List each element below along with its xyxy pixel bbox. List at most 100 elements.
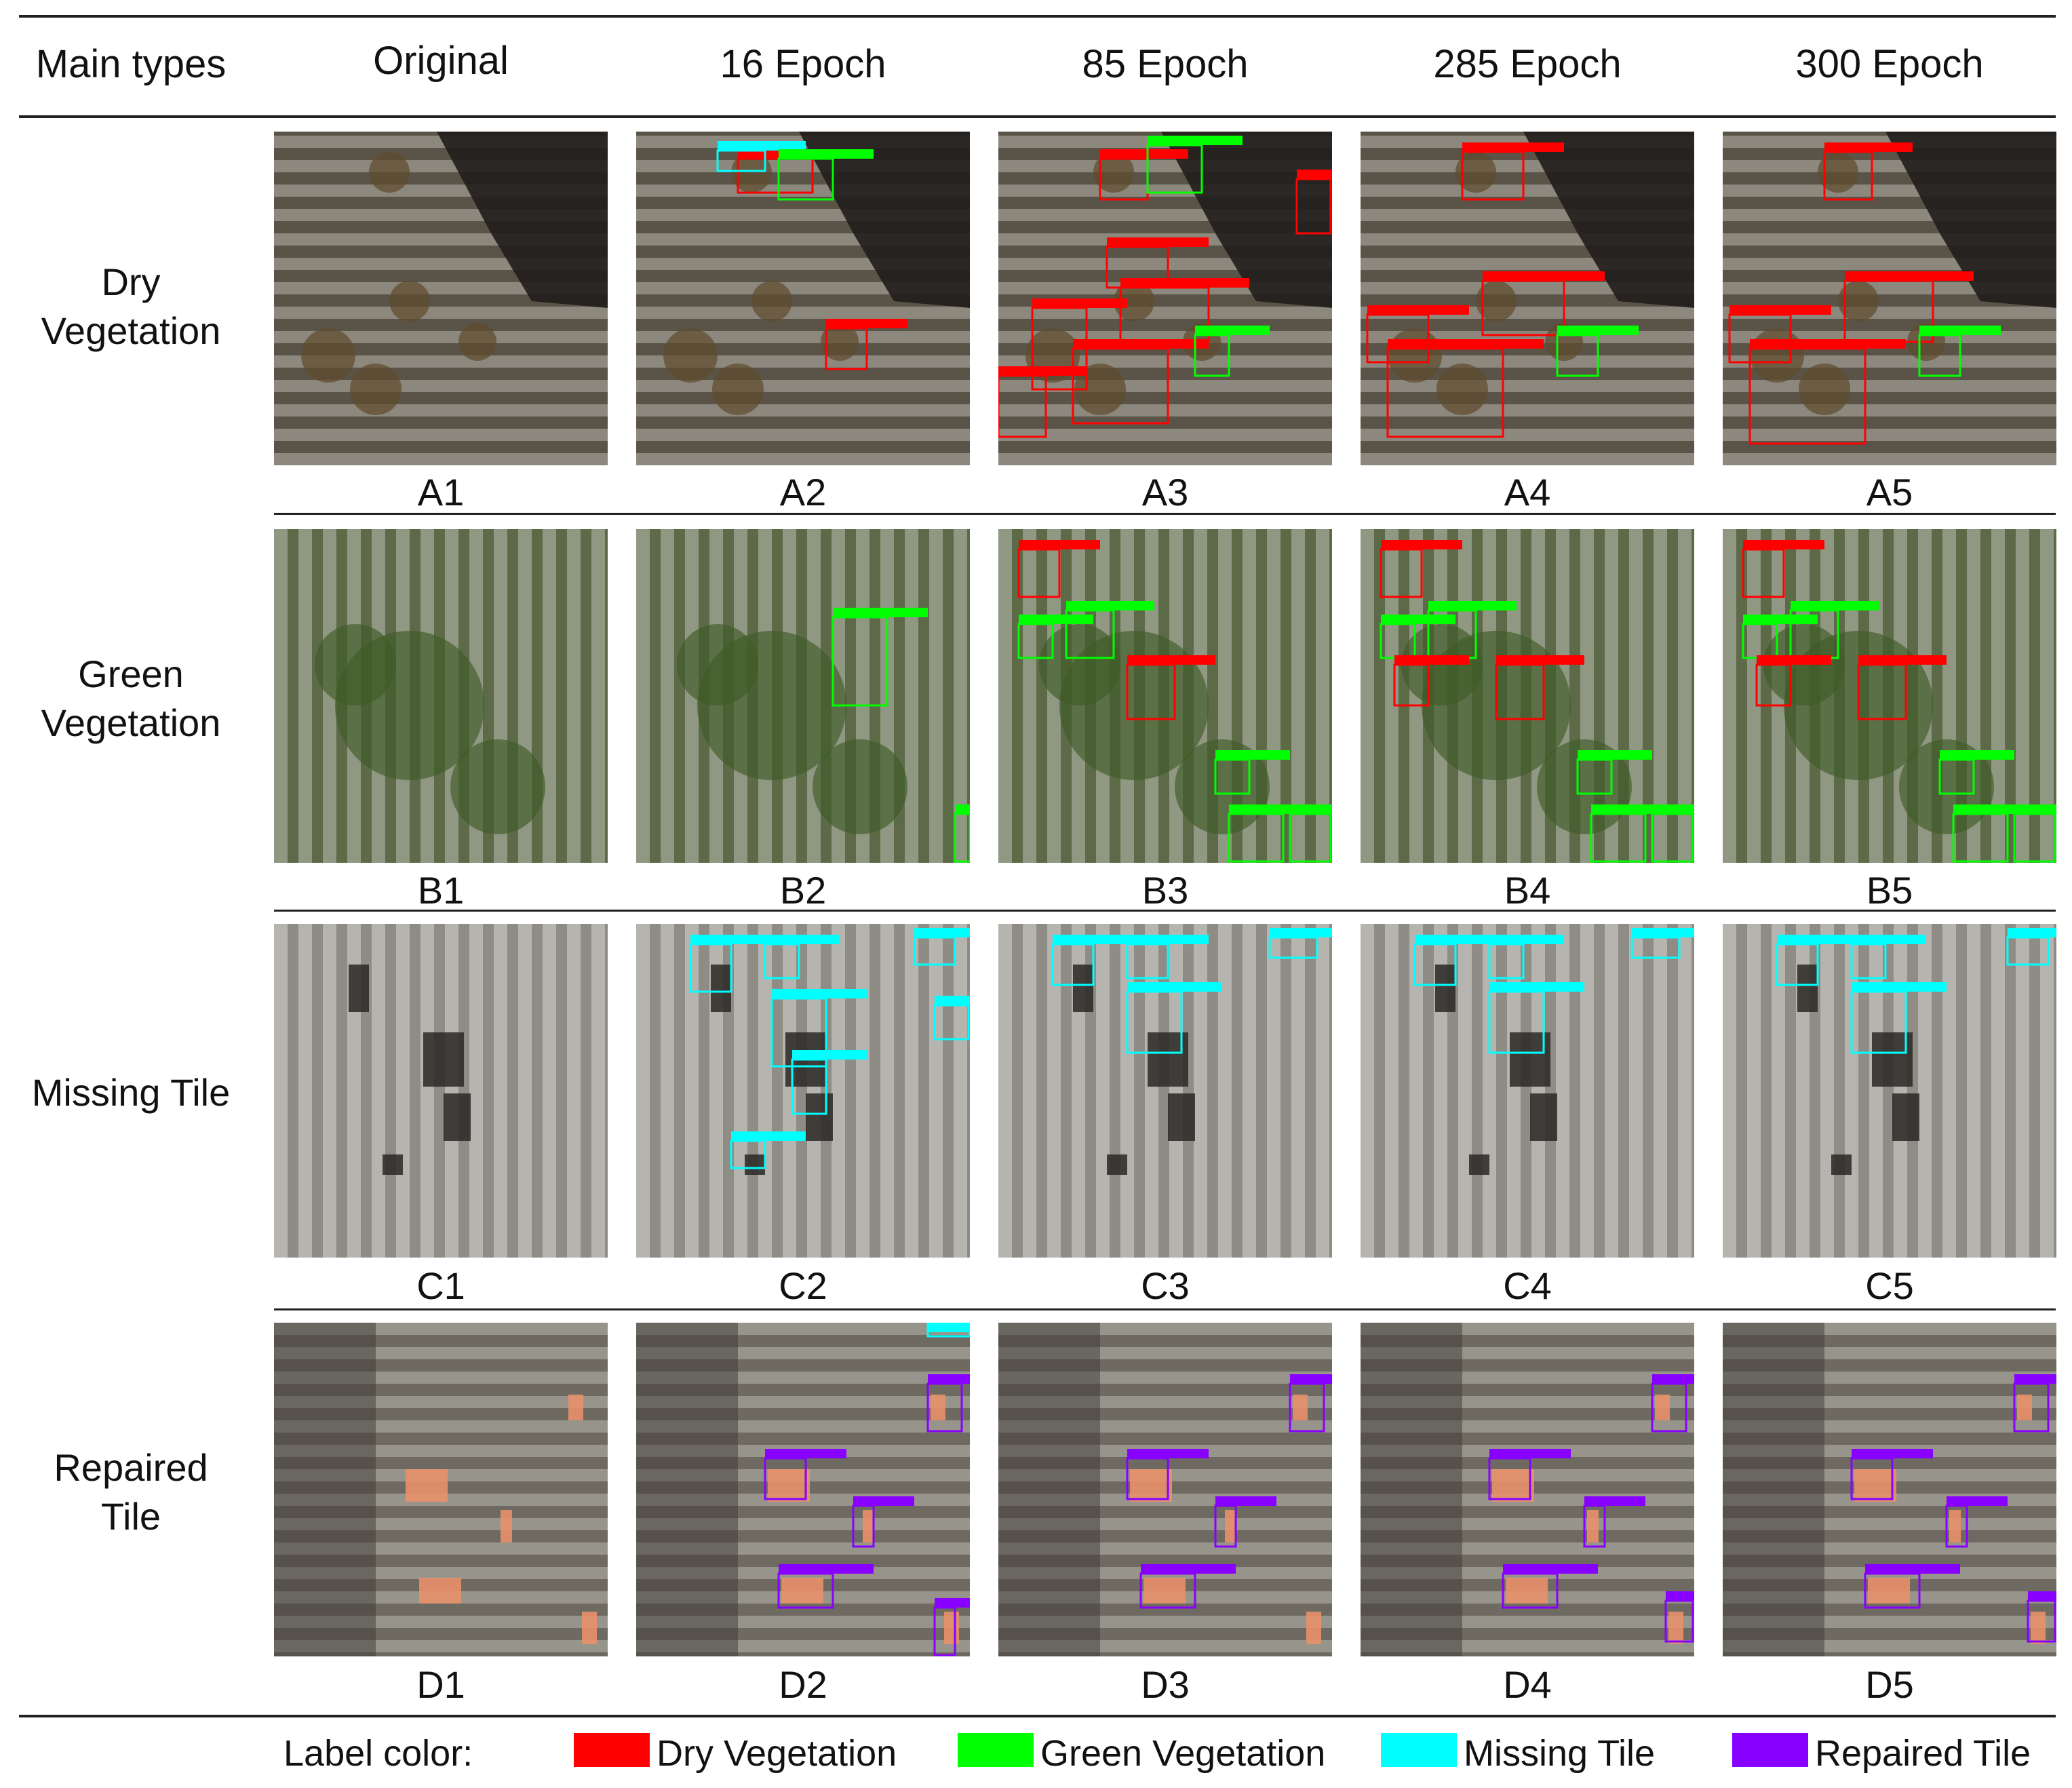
detection-box-missing [933, 996, 970, 1041]
caption-d1: D1 [416, 1663, 465, 1706]
detection-box-missing [1776, 935, 1858, 986]
detection-box-dry [1823, 142, 1913, 201]
photo-canvas [274, 132, 608, 465]
detection-box-green [1017, 615, 1093, 659]
caption-a4: A4 [1504, 471, 1551, 513]
caption-d3: D3 [1141, 1663, 1190, 1706]
image-c3 [998, 924, 1332, 1258]
image-a4 [1361, 132, 1694, 465]
legend-label-green: Green Vegetation [1040, 1733, 1326, 1774]
legend-title: Label color: [284, 1733, 473, 1774]
photo-canvas [274, 529, 608, 863]
detection-box-missing [1051, 935, 1134, 986]
legend-label-repaired: Repaired Tile [1815, 1733, 2031, 1774]
header-col-1: Original [373, 39, 509, 83]
detection-box-dry [1728, 305, 1831, 364]
detection-box-missing [1126, 982, 1222, 1054]
row-separator-b [274, 910, 2056, 912]
caption-c5: C5 [1865, 1264, 1914, 1307]
photo-canvas [1723, 529, 2056, 863]
photo-canvas [998, 132, 1332, 465]
legend-label-dry: Dry Vegetation [657, 1733, 897, 1774]
detection-box-missing [926, 1323, 970, 1338]
detection-box-missing [730, 1131, 806, 1169]
photo-canvas [274, 1323, 608, 1656]
photo-canvas [998, 529, 1332, 863]
image-c5 [1723, 924, 2056, 1258]
detection-box-green [1065, 601, 1154, 659]
detection-box-dry [1017, 540, 1100, 598]
photo-canvas [1723, 1323, 2056, 1656]
detection-box-dry [1481, 271, 1605, 336]
row-label-line1: Green [78, 653, 184, 695]
detection-box-repaired [1126, 1449, 1209, 1500]
detection-box-repaired [2027, 1591, 2056, 1643]
detection-box-green [1651, 804, 1694, 863]
detection-box-repaired [1214, 1496, 1276, 1548]
detection-box-repaired [933, 1598, 970, 1656]
photo-canvas [636, 529, 970, 863]
detection-box-dry [1748, 339, 1906, 445]
detection-box-repaired [1850, 1449, 1933, 1500]
detection-box-green [2013, 804, 2056, 863]
row-separator-a [274, 513, 2056, 515]
detection-box-repaired [1139, 1564, 1236, 1609]
caption-c1: C1 [416, 1264, 465, 1307]
detection-box-dry [1461, 142, 1564, 201]
detection-box-repaired [852, 1496, 914, 1548]
photo-canvas [1723, 132, 2056, 465]
caption-a1: A1 [417, 471, 465, 513]
detection-box-dry [1126, 655, 1215, 720]
detection-box-repaired [1502, 1564, 1598, 1609]
header-main-types: Main types [35, 42, 227, 86]
header-col-2: 16 Epoch [720, 42, 886, 86]
detection-box-repaired [1945, 1496, 2008, 1548]
detection-box-missing [770, 989, 867, 1068]
detection-box-repaired [2013, 1374, 2056, 1433]
caption-d2: D2 [779, 1663, 827, 1706]
caption-c3: C3 [1141, 1264, 1190, 1307]
row-label-line1: Dry [101, 260, 161, 303]
image-a2 [636, 132, 970, 465]
image-d1 [274, 1323, 608, 1656]
image-a1 [274, 132, 608, 465]
detection-box-missing [2006, 928, 2056, 966]
detection-box-green [1938, 750, 2014, 795]
detection-box-missing [689, 935, 772, 993]
image-b4 [1361, 529, 1694, 863]
detection-box-missing [1488, 935, 1564, 979]
photo-canvas [1723, 924, 2056, 1258]
photo-canvas [636, 1323, 970, 1656]
caption-a5: A5 [1866, 471, 1913, 513]
detection-box-green [1289, 804, 1332, 863]
detection-box-repaired [1864, 1564, 1960, 1609]
photo-canvas [636, 924, 970, 1258]
photo-canvas [1361, 132, 1694, 465]
detection-box-missing [1630, 928, 1694, 959]
image-c2 [636, 924, 970, 1258]
detection-box-dry [1366, 305, 1469, 364]
detection-box-missing [1268, 928, 1332, 959]
detection-box-repaired [1651, 1374, 1694, 1433]
detection-box-dry [998, 366, 1087, 438]
detection-box-dry [1495, 655, 1584, 720]
detection-box-dry [1742, 540, 1824, 598]
detection-box-missing [1126, 935, 1209, 979]
caption-a3: A3 [1141, 471, 1189, 513]
legend-swatch-dry [574, 1733, 650, 1767]
detection-box-green [1194, 326, 1270, 377]
legend-swatch-repaired [1732, 1733, 1808, 1767]
detection-box-missing [1850, 935, 1926, 979]
caption-c2: C2 [779, 1264, 827, 1307]
row-label-line1: Repaired [54, 1446, 208, 1489]
detection-box-dry [825, 319, 907, 370]
legend-label-missing: Missing Tile [1464, 1733, 1656, 1774]
image-d5 [1723, 1323, 2056, 1656]
caption-c4: C4 [1503, 1264, 1552, 1307]
legend-swatch-green [958, 1733, 1034, 1767]
caption-b5: B5 [1866, 869, 1913, 912]
header-rule [19, 115, 2056, 118]
image-b3 [998, 529, 1332, 863]
top-rule [19, 15, 2056, 18]
image-a3 [998, 132, 1332, 465]
